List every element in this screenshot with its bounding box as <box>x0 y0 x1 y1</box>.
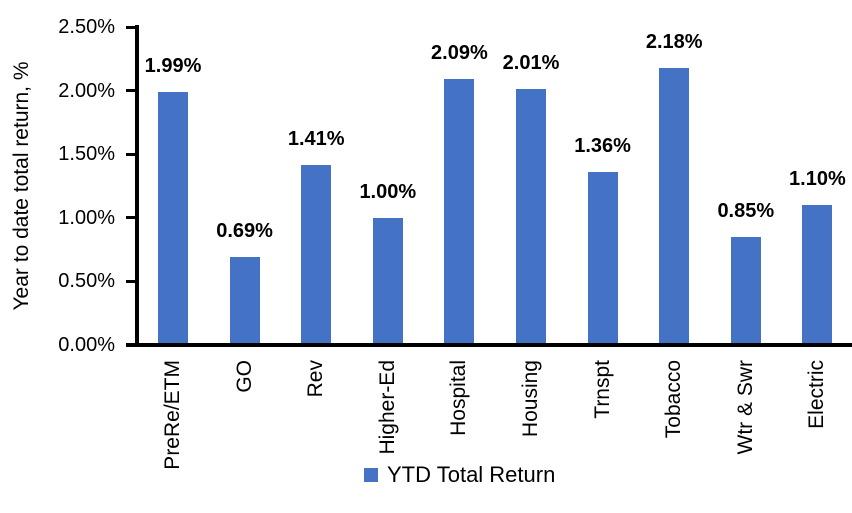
y-tick-label: 0.00% <box>58 333 115 356</box>
bar-value-label: 2.09% <box>431 42 488 65</box>
bar-Hospital <box>444 79 475 345</box>
y-tick-mark <box>126 89 135 92</box>
bar-Electric <box>802 204 833 345</box>
bar-GO <box>229 256 260 345</box>
bar-value-label: 1.41% <box>287 128 345 151</box>
legend-label: YTD Total Return <box>387 462 556 487</box>
x-category-label: PreRe/ETM <box>161 360 184 470</box>
y-tick-label: 2.50% <box>58 16 115 38</box>
y-tick-mark <box>126 216 135 219</box>
legend-marker-square <box>364 468 378 482</box>
bar-Rev <box>301 165 332 345</box>
x-category-label: Trnspt <box>590 360 614 419</box>
bar-PreRe/ETM <box>158 91 188 345</box>
bar-Tobacco <box>659 67 690 345</box>
y-tick-label: 2.00% <box>58 79 115 102</box>
bar-Housing <box>516 89 546 345</box>
bar-value-label: 1.99% <box>144 54 202 77</box>
bar-Higher-Ed <box>372 217 403 345</box>
x-axis-line <box>126 343 852 347</box>
y-tick-label: 0.50% <box>58 270 115 292</box>
y-axis-line <box>135 25 139 347</box>
bar-Wtr & Swr <box>730 236 761 345</box>
bar-Trnspt <box>587 171 618 345</box>
y-axis-title: Year to date total return, % <box>10 61 33 311</box>
bar-value-label: 1.10% <box>789 167 846 190</box>
y-tick-mark <box>126 25 135 29</box>
x-category-label: GO <box>232 360 256 393</box>
bar-value-label: 1.00% <box>359 180 417 203</box>
y-tick-label: 1.50% <box>58 143 115 165</box>
x-category-label: Rev <box>304 360 328 398</box>
y-tick-label: 1.00% <box>58 206 115 229</box>
bar-value-label: 0.69% <box>216 219 273 242</box>
x-category-label: Wtr & Swr <box>733 360 757 455</box>
y-tick-mark <box>126 152 135 156</box>
x-category-label: Tobacco <box>662 360 686 439</box>
y-tick-mark <box>126 279 135 283</box>
bar-value-label: 2.01% <box>502 52 560 75</box>
bar-value-label: 2.18% <box>645 30 703 53</box>
x-category-label: Electric <box>805 360 829 429</box>
bar-value-label: 0.85% <box>717 199 775 222</box>
bar-value-label: 1.36% <box>574 134 631 157</box>
legend: YTD Total Return <box>364 462 555 488</box>
